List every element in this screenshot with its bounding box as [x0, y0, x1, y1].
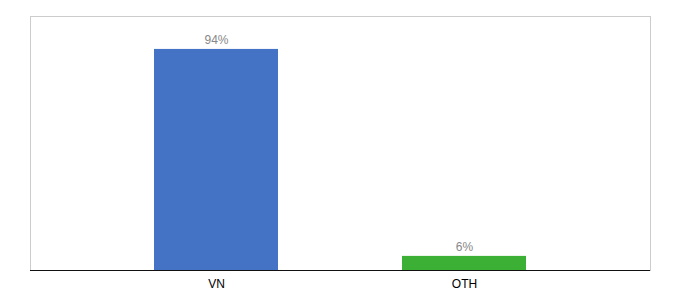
svg-text:6%: 6% — [456, 240, 474, 254]
svg-text:OTH: OTH — [452, 277, 477, 291]
svg-text:94%: 94% — [204, 33, 228, 47]
svg-text:VN: VN — [208, 277, 225, 291]
